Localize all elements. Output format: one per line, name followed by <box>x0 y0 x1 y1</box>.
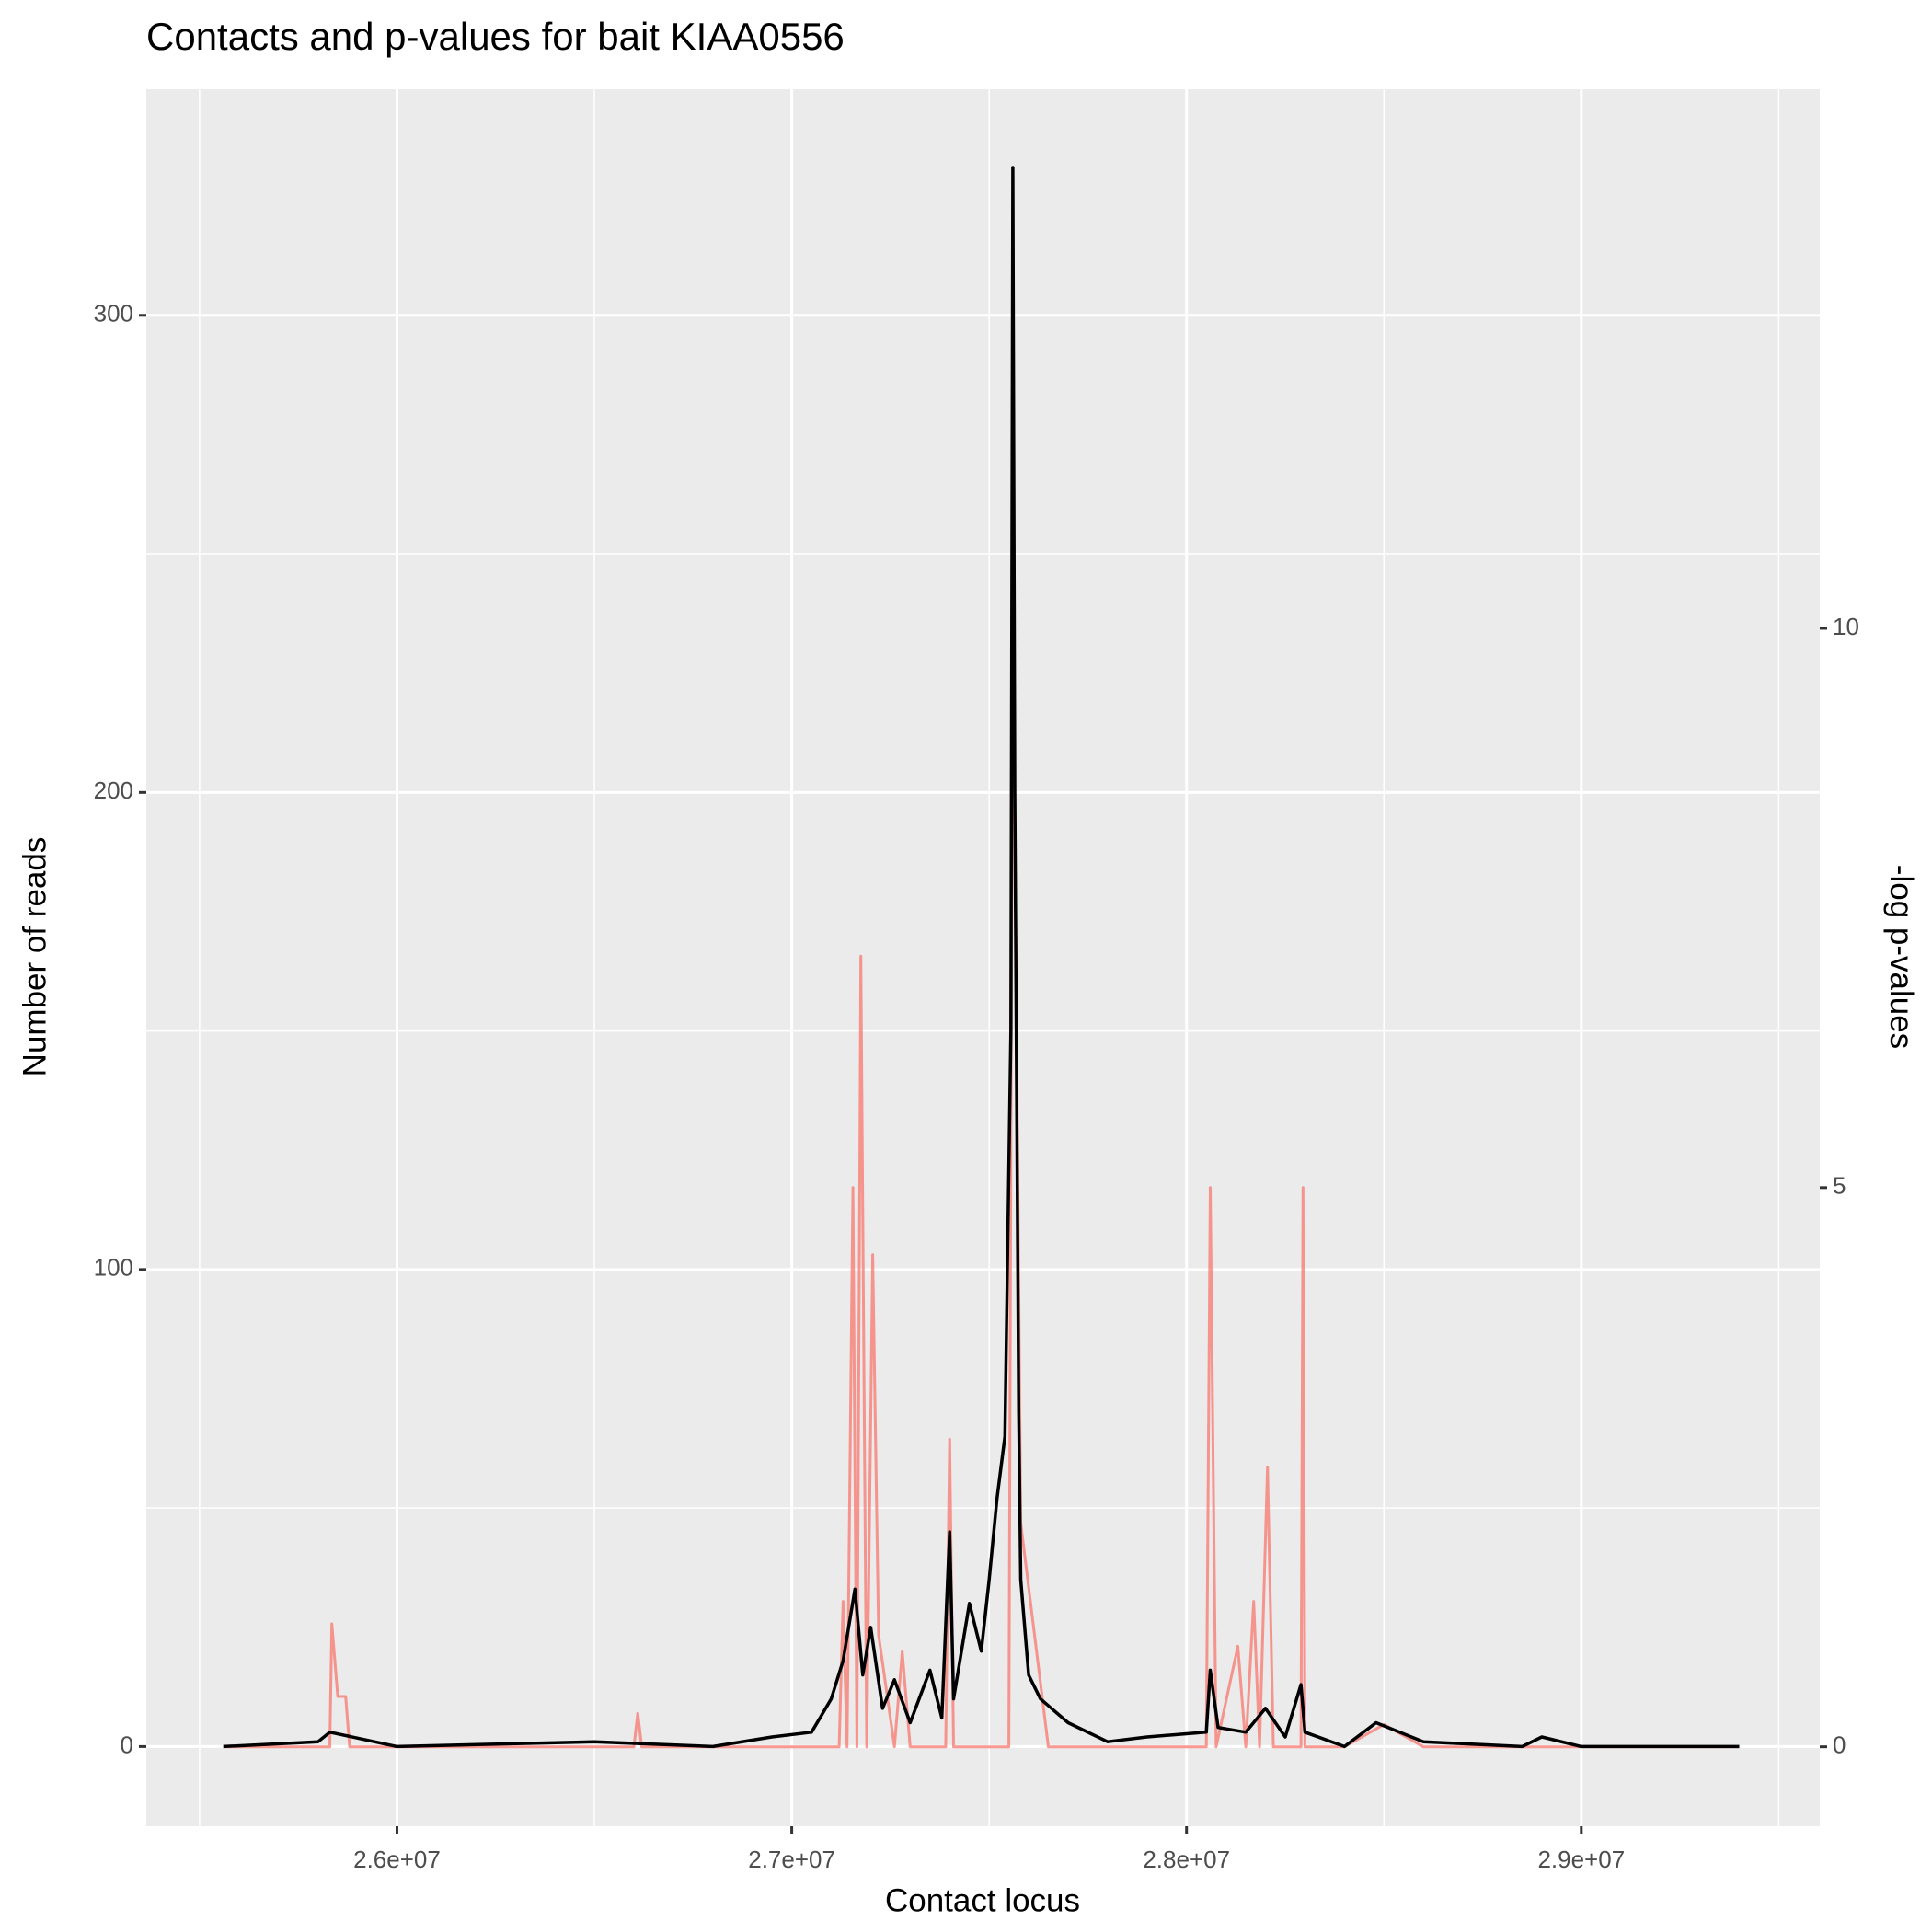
y-tick-label: 100 <box>94 1254 133 1282</box>
x-tick-label: 2.9e+07 <box>1537 1846 1625 1873</box>
y-tick-label: 0 <box>121 1731 133 1758</box>
x-tick-label: 2.6e+07 <box>353 1846 441 1873</box>
y-axis-title: Number of reads <box>17 837 52 1077</box>
y2-axis-title: -log p-values <box>1883 865 1919 1049</box>
panel-background <box>146 89 1820 1826</box>
x-axis-title: Contact locus <box>885 1882 1080 1918</box>
x-tick-label: 2.7e+07 <box>748 1846 835 1873</box>
chart-title: Contacts and p-values for bait KIAA0556 <box>146 15 845 58</box>
y-tick-label: 300 <box>94 300 133 328</box>
y2-tick-label: 5 <box>1833 1172 1846 1200</box>
y2-tick-label: 0 <box>1833 1731 1846 1759</box>
x-tick-label: 2.8e+07 <box>1143 1846 1230 1873</box>
y2-tick-label: 10 <box>1833 613 1859 640</box>
y-tick-label: 200 <box>94 776 133 804</box>
series-line <box>223 166 1740 1749</box>
